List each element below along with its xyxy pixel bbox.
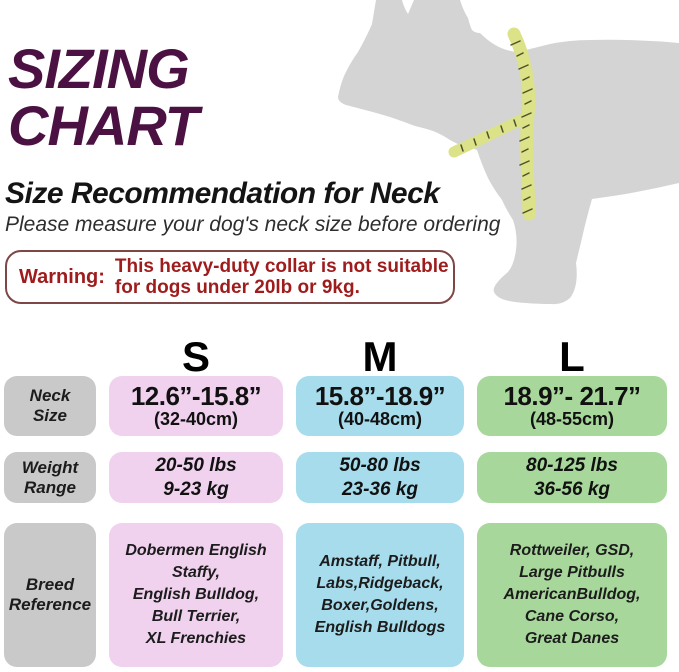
subtitle: Size Recommendation for Neck [5,177,440,210]
weight-range-row: Weight Range 20-50 lbs 9-23 kg 50-80 lbs… [4,452,667,503]
neck-size-row: Neck Size 12.6”-15.8” (32-40cm) 15.8”-18… [4,376,667,436]
weight-range-cell-s: 20-50 lbs 9-23 kg [109,452,283,503]
weight-range-cell-m: 50-80 lbs 23-36 kg [296,452,464,503]
header-spacer [4,333,96,381]
breed-reference-cell-s: Dobermen English Staffy, English Bulldog… [109,523,283,667]
neck-size-cm: (32-40cm) [153,409,239,429]
neck-size-inches: 12.6”-15.8” [130,381,262,411]
row-label-text: Breed Reference [8,575,92,614]
page-title: SIZING CHART [8,37,199,157]
warning-message: This heavy-duty collar is not suitable f… [114,256,449,298]
title-line-1: SIZING [8,37,190,100]
breed-reference-row-label: Breed Reference [4,523,96,667]
neck-size-inches: 18.9”- 21.7” [503,381,641,411]
row-label-text: Neck Size [29,386,71,425]
weight-range-row-label: Weight Range [4,452,96,503]
warning-label: Warning: [19,265,105,288]
breed-list: Dobermen English Staffy, English Bulldog… [125,542,267,647]
weight-range-text: 80-125 lbs 36-56 kg [526,454,618,500]
dog-silhouette-image [338,0,679,305]
column-header-l: L [559,333,585,380]
neck-size-inches: 15.8”-18.9” [314,381,446,411]
size-table: S M L Neck Size 12.6”-15.8” (32-40cm) 15… [4,333,667,667]
breed-reference-row: Breed Reference Dobermen English Staffy,… [4,523,667,667]
neck-size-row-label: Neck Size [4,376,96,436]
weight-range-text: 50-80 lbs 23-36 kg [339,454,421,500]
neck-size-cell-m: 15.8”-18.9” (40-48cm) [296,376,464,436]
breed-reference-cell-m: Amstaff, Pitbull, Labs,Ridgeback, Boxer,… [296,523,464,667]
measure-note: Please measure your dog's neck size befo… [5,213,501,236]
breed-reference-cell-l: Rottweiler, GSD, Large Pitbulls American… [477,523,667,667]
dog-body-shape [338,0,679,305]
neck-size-cm: (40-48cm) [337,409,423,429]
warning-box: Warning: This heavy-duty collar is not s… [5,250,455,304]
weight-range-text: 20-50 lbs 9-23 kg [155,454,237,500]
row-label-text: Weight Range [21,457,79,497]
tape-tick-marks [460,40,533,214]
breed-list: Amstaff, Pitbull, Labs,Ridgeback, Boxer,… [314,553,446,636]
neck-size-cell-l: 18.9”- 21.7” (48-55cm) [477,376,667,436]
title-line-2: CHART [8,94,199,157]
column-header-m: M [362,333,398,380]
column-header-s: S [181,333,210,380]
weight-range-cell-l: 80-125 lbs 36-56 kg [477,452,667,503]
neck-size-cm: (48-55cm) [529,409,615,429]
neck-size-cell-s: 12.6”-15.8” (32-40cm) [109,376,283,436]
breed-list: Rottweiler, GSD, Large Pitbulls American… [503,542,641,647]
measuring-tape [448,27,536,221]
size-header-row: S M L [4,333,667,380]
